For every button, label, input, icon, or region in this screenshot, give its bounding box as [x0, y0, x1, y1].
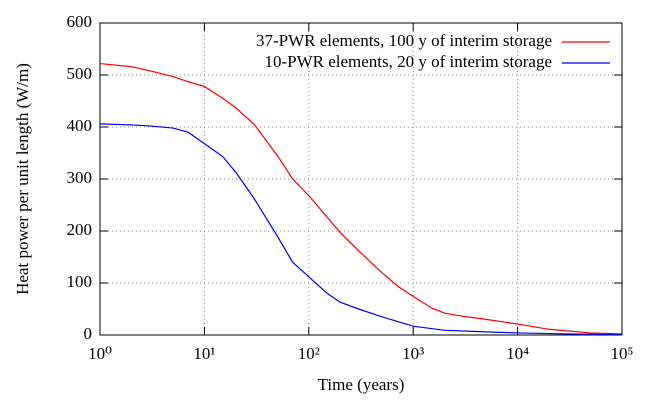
x-tick-label: 10² — [298, 344, 320, 363]
y-tick-label: 400 — [67, 116, 93, 135]
plot-frame — [99, 22, 623, 336]
x-tick-label: 10⁴ — [506, 344, 529, 363]
legend-label: 10-PWR elements, 20 y of interim storage — [264, 52, 552, 71]
x-tick-label: 10⁵ — [611, 344, 634, 363]
x-tick-label: 10⁰ — [88, 344, 112, 363]
x-tick-label: 10³ — [402, 344, 424, 363]
legend-label: 37-PWR elements, 100 y of interim storag… — [256, 31, 552, 50]
series-line — [99, 123, 623, 336]
y-tick-label: 300 — [67, 168, 93, 187]
x-axis-label: Time (years) — [318, 375, 405, 394]
x-tick-label: 10¹ — [193, 344, 215, 363]
y-tick-label: 600 — [67, 12, 93, 31]
y-tick-label: 500 — [67, 64, 93, 83]
y-tick-label: 200 — [67, 220, 93, 239]
series-line — [99, 62, 623, 335]
y-tick-label: 0 — [84, 324, 93, 343]
y-tick-label: 100 — [67, 272, 93, 291]
y-axis-label: Heat power per unit length (W/m) — [13, 63, 32, 295]
